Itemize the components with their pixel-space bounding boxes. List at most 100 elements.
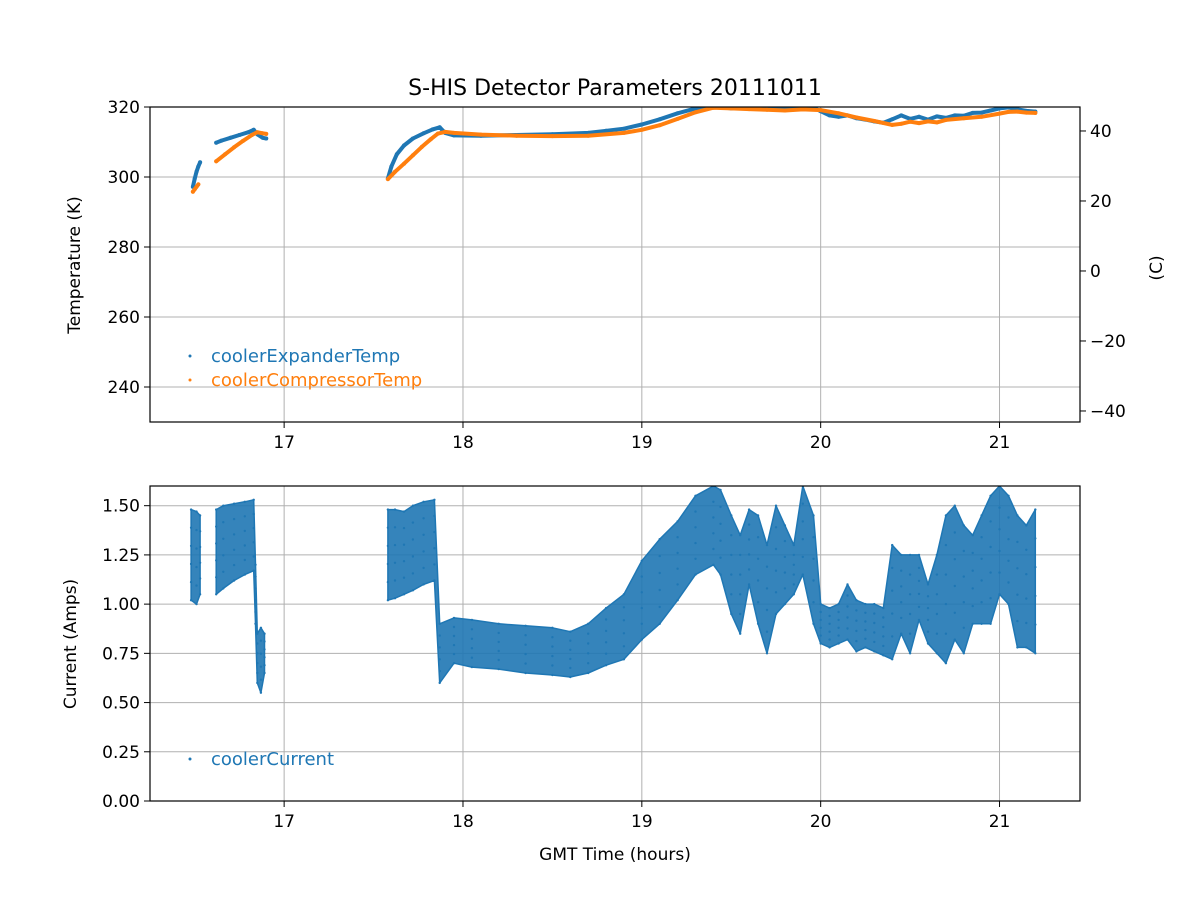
series-coolerCurrent-point <box>256 671 259 675</box>
series-coolerCurrent-point <box>1034 565 1037 569</box>
series-coolerCurrent-point <box>908 593 912 596</box>
series-coolerCurrent-point <box>438 634 441 637</box>
series-coolerCurrent-point <box>422 517 425 520</box>
series-coolerCurrent-point <box>259 665 263 668</box>
series-coolerCurrent-point <box>765 543 769 547</box>
series-coolerCurrent-point <box>256 632 259 635</box>
series-coolerCurrent-point <box>222 587 225 590</box>
series-coolerExpanderTemp-point <box>997 107 1002 111</box>
series-coolerCurrent-point <box>222 521 225 524</box>
series-coolerCurrent-point <box>640 622 643 625</box>
series-coolerCurrent-point <box>774 526 778 529</box>
series-coolerCurrent-point <box>926 583 930 586</box>
series-coolerCompressorTemp-point <box>899 121 904 126</box>
series-coolerCurrent-point <box>243 558 246 562</box>
series-coolerCurrent-point <box>259 639 263 642</box>
series-coolerCurrent-point <box>891 543 894 547</box>
series-coolerExpanderTemp-point <box>639 122 644 127</box>
series-coolerCurrent-point <box>189 508 193 511</box>
series-coolerCompressorTemp-point <box>393 169 397 174</box>
temperature-right-tick-label: −20 <box>1090 332 1126 352</box>
series-coolerCompressorTemp-point <box>419 144 424 149</box>
series-coolerCurrent-point <box>998 593 1001 596</box>
series-coolerCurrent-point <box>783 602 787 606</box>
series-coolerCompressorTemp-point <box>478 132 483 137</box>
series-coolerCurrent-point <box>846 605 849 608</box>
series-coolerCurrent-point <box>232 517 236 521</box>
series-coolerCurrent-point <box>792 583 795 586</box>
series-coolerCurrent-point <box>891 589 894 592</box>
series-coolerCurrent-point <box>891 635 894 638</box>
series-coolerCurrent-point <box>989 520 992 523</box>
series-coolerCurrent-point <box>812 579 815 582</box>
series-coolerCurrent-point <box>739 553 742 557</box>
series-coolerCurrent-point <box>195 602 198 606</box>
series-coolerCurrent-point <box>1016 646 1019 649</box>
series-coolerCurrent-point <box>694 557 697 560</box>
series-coolerCurrent-point <box>739 593 742 596</box>
series-coolerCurrent-point <box>658 538 661 541</box>
series-coolerExpanderTemp-point <box>402 143 406 148</box>
series-coolerCurrent-point <box>719 573 722 576</box>
series-coolerCompressorTemp-point <box>255 130 260 135</box>
series-coolerCurrent-point <box>604 629 608 633</box>
series-coolerCurrent-point <box>719 556 722 559</box>
series-coolerCurrent-point <box>433 579 436 582</box>
series-coolerCurrent-point <box>222 537 225 540</box>
series-coolerCurrent-point <box>622 593 626 596</box>
series-coolerCurrent-point <box>765 587 769 590</box>
series-coolerCurrent-point <box>393 561 397 564</box>
series-coolerCurrent-point <box>569 639 572 642</box>
series-coolerCurrent-point <box>411 504 415 507</box>
series-coolerCurrent-point <box>622 632 626 635</box>
series-coolerCurrent-point <box>1025 621 1028 625</box>
series-coolerCurrent-point <box>587 622 590 625</box>
series-coolerCurrent-point <box>497 631 500 635</box>
current-x-tick-label: 21 <box>989 812 1011 832</box>
series-coolerCurrent-point <box>980 514 983 517</box>
series-coolerCurrent-point <box>604 664 608 667</box>
series-coolerCurrent-point <box>1025 646 1028 649</box>
series-coolerCurrent-point <box>254 610 257 614</box>
series-coolerCurrent-point <box>232 563 236 567</box>
series-coolerCurrent-point <box>222 504 225 507</box>
series-coolerCurrent-point <box>1025 548 1028 551</box>
series-coolerExpanderTemp-point <box>899 113 904 118</box>
series-coolerCurrent-point <box>676 583 679 586</box>
series-coolerCurrent-point <box>569 648 572 651</box>
series-coolerCurrent-point <box>587 652 590 655</box>
series-coolerCurrent-point <box>944 514 948 517</box>
series-coolerCurrent-point <box>846 594 849 597</box>
series-coolerCurrent-point <box>386 599 390 602</box>
series-coolerCurrent-point <box>837 634 840 637</box>
series-coolerExpanderTemp-point <box>237 133 242 137</box>
series-coolerCurrent-point <box>900 632 903 635</box>
series-coolerCurrent-point <box>739 534 742 537</box>
series-coolerCurrent-point <box>873 602 876 606</box>
series-coolerCompressorTemp-point <box>765 107 769 112</box>
series-coolerCurrent-point <box>980 579 983 582</box>
series-coolerCurrent-point <box>908 573 912 576</box>
series-coolerCurrent-point <box>198 530 202 533</box>
series-coolerCurrent-point <box>944 543 948 547</box>
series-coolerCurrent-point <box>730 593 733 596</box>
series-coolerCurrent-point <box>739 612 742 616</box>
temperature-right-tick-label: 20 <box>1090 192 1112 212</box>
series-coolerCurrent-point <box>962 549 965 553</box>
series-coolerCurrent-point <box>819 610 822 614</box>
series-coolerCurrent-point <box>792 573 795 576</box>
series-coolerCompressorTemp-point <box>264 131 269 136</box>
series-coolerCurrent-point <box>900 616 903 620</box>
series-coolerCurrent-point <box>694 526 697 529</box>
series-coolerCurrent-point <box>658 571 661 575</box>
series-coolerCurrent-point <box>837 610 840 614</box>
series-coolerCurrent-point <box>452 616 456 620</box>
chart-title: S-HIS Detector Parameters 20111011 <box>408 76 822 101</box>
series-coolerCurrent-point <box>944 573 948 576</box>
series-coolerCurrent-point <box>855 650 858 653</box>
series-coolerCurrent-point <box>846 616 849 619</box>
series-coolerCurrent-point <box>386 562 390 566</box>
series-coolerCurrent-point <box>747 508 751 511</box>
series-coolerCurrent-point <box>774 569 778 572</box>
temperature-y-tick-label: 280 <box>108 238 140 258</box>
